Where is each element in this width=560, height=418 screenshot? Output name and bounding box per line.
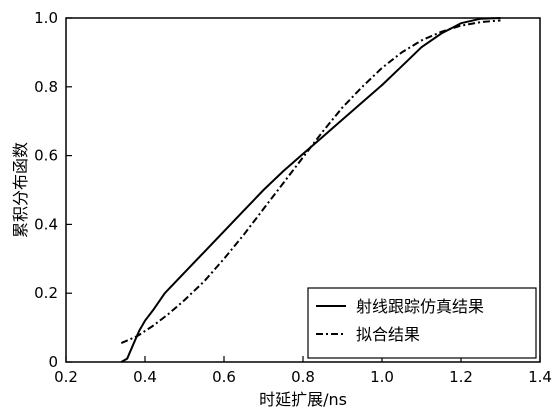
x-axis-title: 时延扩展/ns <box>259 390 347 409</box>
x-tick-label: 0.2 <box>54 368 78 386</box>
x-tick-label: 0.4 <box>133 368 157 386</box>
x-tick-label: 1.2 <box>449 368 473 386</box>
y-tick-label: 0.2 <box>34 284 58 302</box>
x-axis-ticks: 0.2 0.4 0.6 0.8 1.0 1.2 1.4 <box>54 356 552 386</box>
legend-box <box>307 287 537 359</box>
y-tick-label: 0 <box>48 353 58 371</box>
series-layer <box>120 17 501 363</box>
x-tick-label: 0.6 <box>212 368 236 386</box>
legend-label-fit: 拟合结果 <box>356 325 420 344</box>
y-tick-label: 1.0 <box>34 9 58 27</box>
y-tick-label: 0.8 <box>34 78 58 96</box>
y-axis-title: 累积分布函数 <box>11 142 30 238</box>
legend-label-simulation: 射线跟踪仿真结果 <box>356 297 484 316</box>
x-tick-label: 0.8 <box>291 368 315 386</box>
series-line-simulation <box>120 17 501 363</box>
x-tick-label: 1.4 <box>528 368 552 386</box>
x-tick-label: 1.0 <box>370 368 394 386</box>
y-axis-ticks: 0 0.2 0.4 0.6 0.8 1.0 <box>34 9 72 371</box>
legend: 射线跟踪仿真结果 拟合结果 <box>307 287 537 359</box>
series-line-fit <box>120 19 501 345</box>
y-tick-label: 0.4 <box>34 215 58 233</box>
y-tick-label: 0.6 <box>34 147 58 165</box>
